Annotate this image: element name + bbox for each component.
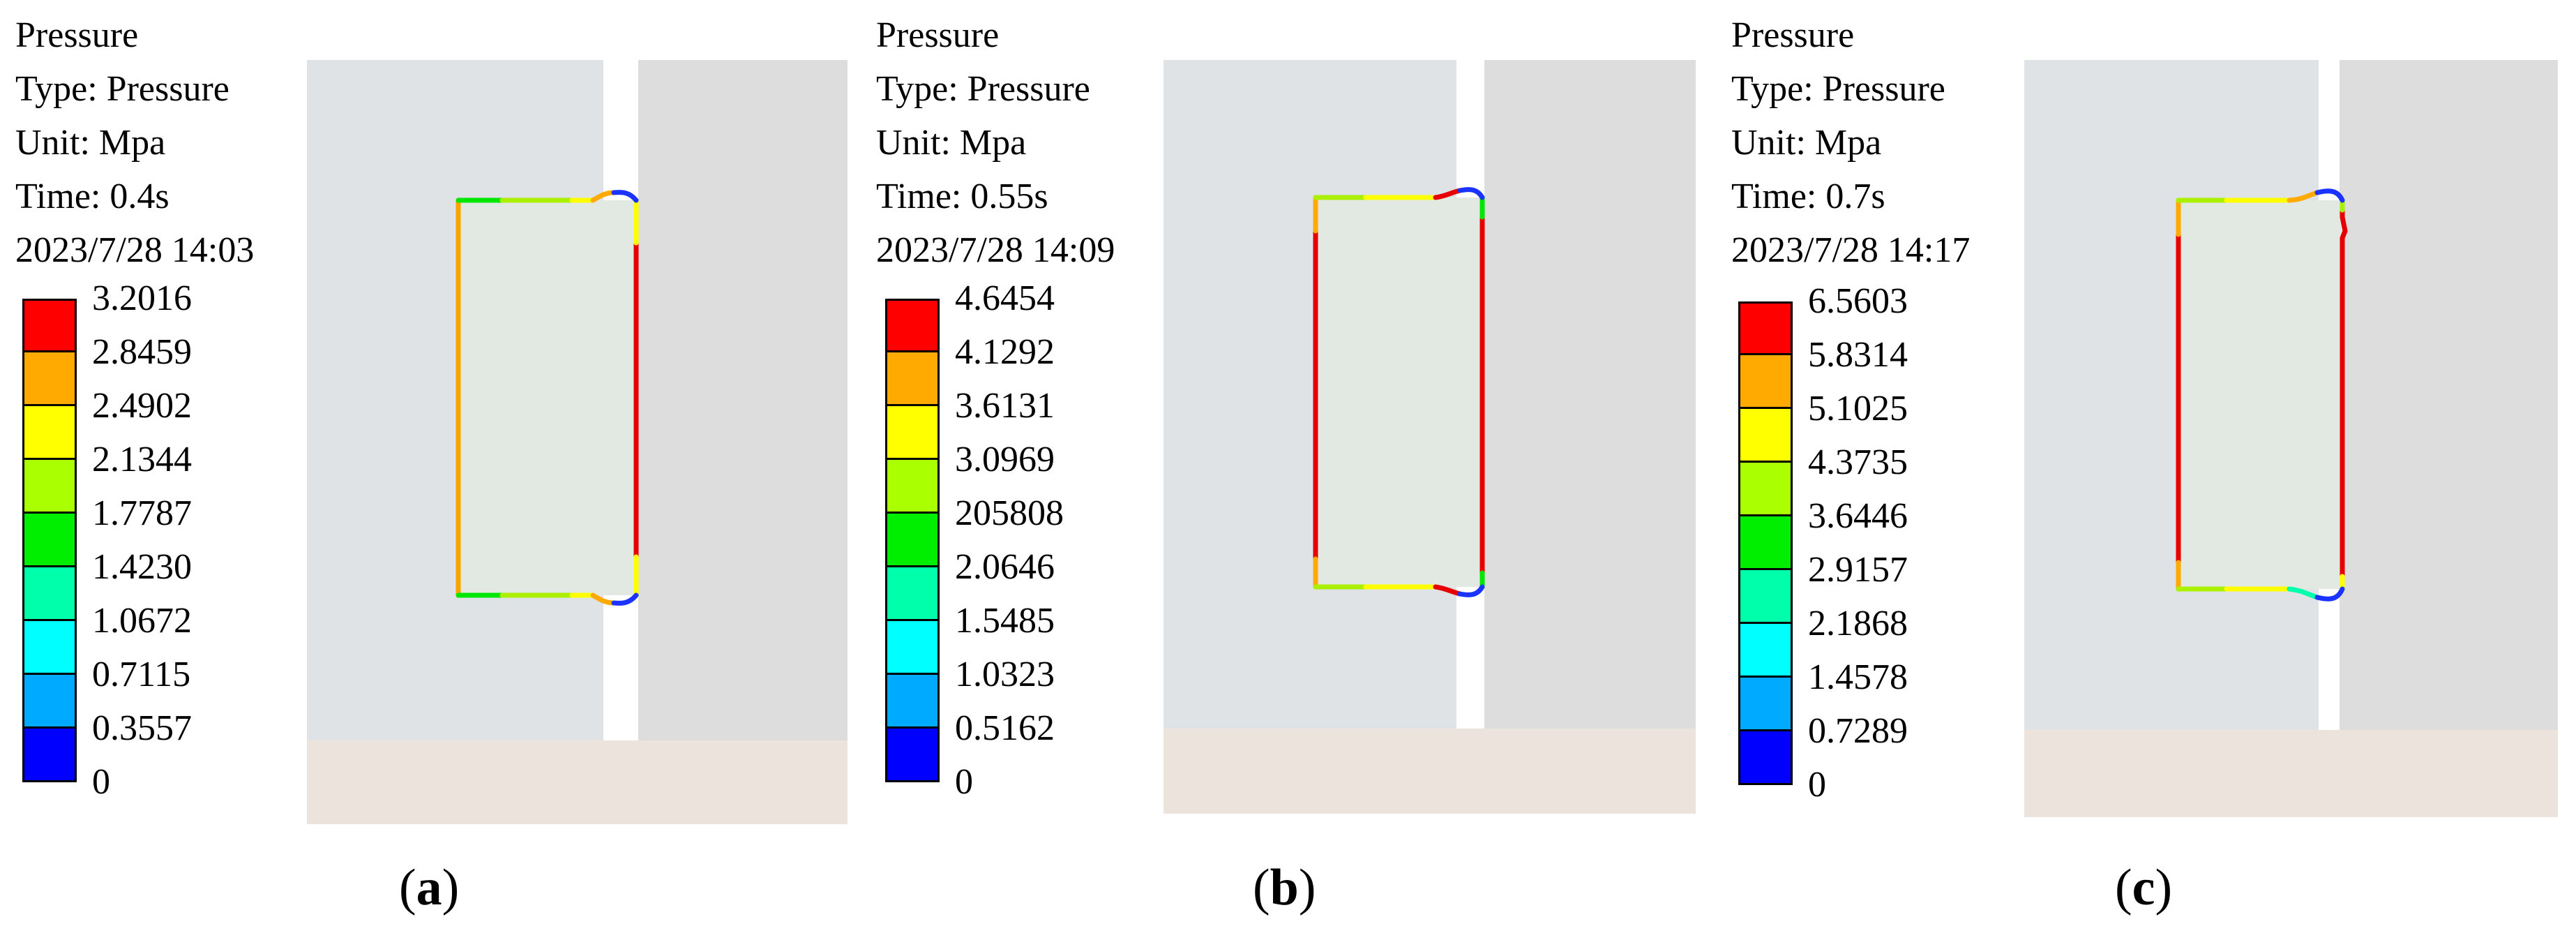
legend-value: 1.4578 bbox=[1808, 657, 1908, 697]
legend-swatch bbox=[1738, 516, 1793, 570]
legend-swatch bbox=[22, 567, 77, 621]
legend-value: 2.4902 bbox=[92, 386, 192, 426]
legend-value: 5.8314 bbox=[1808, 335, 1908, 375]
legend-value: 1.5485 bbox=[955, 601, 1055, 641]
legend-swatch bbox=[22, 621, 77, 675]
simulation-scene bbox=[2024, 60, 2558, 817]
legend-value: 0 bbox=[1808, 765, 1826, 805]
legend-swatch bbox=[885, 299, 940, 352]
header-unit: Unit: Mpa bbox=[1731, 123, 1882, 163]
legend-value: 0.3557 bbox=[92, 708, 192, 748]
legend-value: 2.8459 bbox=[92, 332, 192, 372]
legend-value: 4.6454 bbox=[955, 278, 1055, 318]
specimen-body bbox=[2178, 200, 2342, 589]
header-title: Pressure bbox=[15, 15, 139, 55]
legend-swatch bbox=[22, 352, 77, 406]
legend-swatch bbox=[1738, 463, 1793, 516]
info-header: Pressure Type: Pressure Unit: Mpa Time: … bbox=[1731, 8, 1970, 277]
legend-value: 4.1292 bbox=[955, 332, 1055, 372]
specimen-body bbox=[458, 200, 636, 595]
legend-swatch bbox=[22, 460, 77, 514]
header-date: 2023/7/28 14:09 bbox=[876, 230, 1115, 270]
header-type: Type: Pressure bbox=[1731, 69, 1945, 109]
header-time: Time: 0.7s bbox=[1731, 177, 1885, 216]
legend-swatch bbox=[885, 406, 940, 460]
simulation-scene bbox=[307, 60, 848, 824]
header-date: 2023/7/28 14:03 bbox=[15, 230, 255, 270]
header-unit: Unit: Mpa bbox=[876, 123, 1027, 163]
legend-value: 5.1025 bbox=[1808, 389, 1908, 428]
header-time: Time: 0.4s bbox=[15, 177, 170, 216]
base-plate bbox=[307, 740, 848, 824]
caption-b: (b) bbox=[1253, 859, 1316, 916]
legend-value: 205808 bbox=[955, 493, 1064, 533]
specimen-contour bbox=[1313, 187, 1485, 597]
legend-swatch bbox=[885, 514, 940, 567]
legend-value: 1.0672 bbox=[92, 601, 192, 641]
specimen-contour bbox=[455, 190, 639, 606]
legend-swatch bbox=[1738, 731, 1793, 785]
header-unit: Unit: Mpa bbox=[15, 123, 166, 163]
legend-swatch bbox=[1738, 570, 1793, 624]
header-time: Time: 0.55s bbox=[876, 177, 1048, 216]
legend-swatch bbox=[22, 406, 77, 460]
legend-swatch bbox=[885, 729, 940, 782]
legend-swatch bbox=[1738, 301, 1793, 355]
panel-a: Pressure Type: Pressure Unit: Mpa Time: … bbox=[0, 0, 859, 940]
legend-value: 0.7115 bbox=[92, 655, 191, 694]
die-block bbox=[638, 60, 848, 740]
legend-value: 0.7289 bbox=[1808, 711, 1908, 751]
panel-c: Pressure Type: Pressure Unit: Mpa Time: … bbox=[1717, 0, 2576, 940]
header-date: 2023/7/28 14:17 bbox=[1731, 230, 1971, 270]
header-title: Pressure bbox=[876, 15, 1000, 55]
legend-swatch bbox=[1738, 624, 1793, 678]
legend-value: 0.5162 bbox=[955, 708, 1055, 748]
legend-value: 1.7787 bbox=[92, 493, 192, 533]
legend-swatch bbox=[885, 621, 940, 675]
legend-swatch bbox=[885, 567, 940, 621]
legend-value: 2.1868 bbox=[1808, 604, 1908, 643]
legend-swatch bbox=[22, 299, 77, 352]
info-header: Pressure Type: Pressure Unit: Mpa Time: … bbox=[876, 8, 1115, 277]
caption-a: (a) bbox=[399, 859, 460, 916]
legend-value: 2.9157 bbox=[1808, 550, 1908, 590]
legend-swatch bbox=[885, 675, 940, 729]
simulation-scene bbox=[1163, 60, 1696, 814]
legend-value: 3.6131 bbox=[955, 386, 1055, 426]
panel-b: Pressure Type: Pressure Unit: Mpa Time: … bbox=[859, 0, 1717, 940]
specimen-body bbox=[1316, 197, 1482, 587]
base-plate bbox=[1163, 729, 1696, 814]
legend-value: 1.0323 bbox=[955, 655, 1055, 694]
legend-value: 6.5603 bbox=[1808, 281, 1908, 321]
legend-value: 0 bbox=[955, 762, 973, 802]
legend-value: 3.6446 bbox=[1808, 496, 1908, 536]
header-type: Type: Pressure bbox=[15, 69, 229, 109]
legend-swatch bbox=[1738, 409, 1793, 463]
legend-value: 3.0969 bbox=[955, 440, 1055, 479]
info-header: Pressure Type: Pressure Unit: Mpa Time: … bbox=[15, 8, 254, 277]
legend-value: 3.2016 bbox=[92, 278, 192, 318]
legend-swatch bbox=[885, 352, 940, 406]
legend-swatch bbox=[22, 514, 77, 567]
die-block bbox=[1484, 60, 1696, 729]
legend-swatch bbox=[22, 675, 77, 729]
legend-value: 2.0646 bbox=[955, 547, 1055, 587]
legend-swatch bbox=[885, 460, 940, 514]
legend-swatch bbox=[22, 729, 77, 782]
legend-value: 1.4230 bbox=[92, 547, 192, 587]
legend-value: 4.3735 bbox=[1808, 442, 1908, 482]
legend-value: 0 bbox=[92, 762, 110, 802]
header-type: Type: Pressure bbox=[876, 69, 1090, 109]
legend-value: 2.1344 bbox=[92, 440, 192, 479]
die-block bbox=[2340, 60, 2558, 730]
specimen-contour bbox=[2176, 188, 2348, 602]
legend-swatch bbox=[1738, 355, 1793, 409]
legend-swatch bbox=[1738, 678, 1793, 731]
base-plate bbox=[2024, 730, 2558, 817]
caption-c: (c) bbox=[2115, 859, 2173, 916]
header-title: Pressure bbox=[1731, 15, 1855, 55]
